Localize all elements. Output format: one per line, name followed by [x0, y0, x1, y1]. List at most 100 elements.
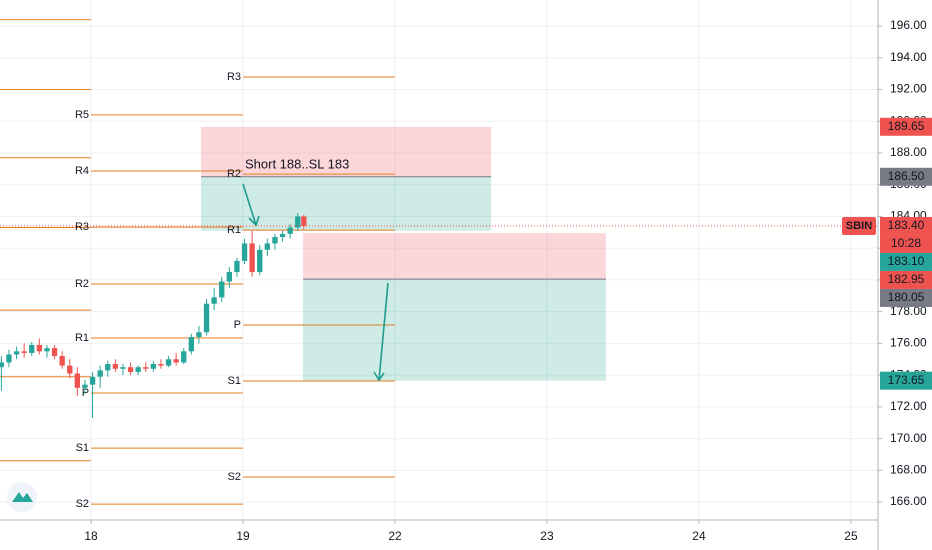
risk-zone [303, 233, 606, 280]
price-tag [880, 288, 932, 307]
x-tick-label: 18 [84, 529, 98, 543]
price-tag-label: 173.65 [888, 373, 925, 387]
candle-body [105, 364, 111, 371]
candle-body [74, 373, 81, 388]
candle-body [112, 364, 119, 369]
position-boxes [201, 126, 606, 381]
pivot-label: P [234, 319, 241, 331]
candle-body [150, 364, 157, 369]
candle-body [135, 367, 141, 372]
x-tick-label: 22 [388, 529, 402, 543]
candle-body [203, 303, 210, 333]
pivot-label: R1 [75, 332, 89, 344]
axes: 166.00168.00170.00172.00174.00176.00178.… [84, 18, 932, 543]
y-tick-label: 178.00 [890, 304, 927, 318]
pivot-label: R2 [227, 168, 241, 180]
pivot-label: S1 [76, 442, 89, 454]
risk-zone [201, 126, 492, 177]
candle-body [287, 227, 293, 234]
candle-body [120, 367, 126, 369]
x-tick-label: 23 [540, 529, 554, 543]
candle-body [6, 354, 12, 363]
pivot-label: R2 [75, 278, 89, 290]
price-tag [880, 371, 932, 390]
grid [0, 0, 878, 520]
x-tick-label: 24 [692, 529, 706, 543]
pivot-label: S1 [228, 375, 241, 387]
candle-body [13, 351, 20, 355]
candle-body [29, 344, 35, 353]
arrow [378, 282, 389, 381]
candle-body [211, 297, 217, 304]
candle-body [219, 281, 225, 298]
candle-body [226, 271, 233, 282]
candle-body [82, 384, 88, 388]
logo [7, 482, 37, 512]
arrow [242, 183, 257, 226]
y-tick-label: 192.00 [890, 82, 927, 96]
last-price-label: 183.40 [888, 218, 925, 232]
price-tag-label: 180.05 [888, 290, 925, 304]
arrow-head [248, 215, 260, 227]
pivot-label: R3 [227, 71, 241, 83]
candle-body [21, 351, 27, 353]
candle-body [279, 233, 286, 238]
candle-body [0, 362, 5, 368]
candle-body [249, 243, 255, 272]
y-tick-label: 170.00 [890, 431, 927, 445]
y-tick-label: 166.00 [890, 494, 927, 508]
candle-body [67, 365, 73, 374]
countdown-tag [880, 234, 932, 253]
candle-body [257, 249, 263, 272]
candles [0, 213, 307, 418]
y-tick-label: 196.00 [890, 18, 927, 32]
price-tag [880, 167, 932, 186]
candle-body [272, 237, 278, 244]
arrow-head [373, 371, 385, 382]
candle-body [158, 364, 164, 366]
candle-body [36, 344, 43, 352]
y-tick-label: 168.00 [890, 463, 927, 477]
x-tick-label: 25 [844, 529, 858, 543]
annotation: Short 188..SL 183 [245, 156, 349, 171]
candle-body [234, 260, 240, 272]
countdown-label: 10:28 [891, 236, 921, 250]
price-tag-label: 182.95 [888, 272, 925, 286]
price-tag [880, 252, 932, 271]
candle-body [51, 348, 58, 357]
candle-body [59, 356, 65, 366]
last-price-tag [880, 216, 932, 235]
reward-zone [201, 176, 492, 231]
candle-body [301, 216, 307, 226]
pivot-label: S2 [76, 498, 89, 510]
y-tick-label: 188.00 [890, 145, 927, 159]
candle-body [241, 243, 248, 261]
logo-mark [12, 492, 33, 502]
price-tag [880, 117, 932, 136]
pivot-label: R4 [75, 165, 89, 177]
pivot-label: R1 [227, 224, 241, 236]
candle-body [196, 332, 202, 338]
price-tag-label: 189.65 [888, 119, 925, 133]
price-tag-label: 186.50 [888, 169, 925, 183]
y-tick-label: 172.00 [890, 399, 927, 413]
arrows [242, 183, 389, 382]
candle-body [264, 243, 270, 250]
candle-body [89, 376, 96, 385]
candle-body [295, 216, 301, 228]
price-tag-label: 183.10 [888, 254, 925, 268]
symbol-label: SBIN [846, 220, 872, 232]
price-tag [880, 270, 932, 289]
pivot-label: S2 [228, 471, 241, 483]
candle-body [127, 367, 134, 372]
candle-body [97, 370, 103, 377]
candle-body [188, 337, 195, 352]
reward-zone [303, 279, 606, 381]
candle-body [44, 348, 50, 352]
y-tick-label: 194.00 [890, 50, 927, 64]
y-tick-label: 176.00 [890, 336, 927, 350]
candle-body [173, 359, 179, 363]
candle-body [181, 351, 187, 363]
